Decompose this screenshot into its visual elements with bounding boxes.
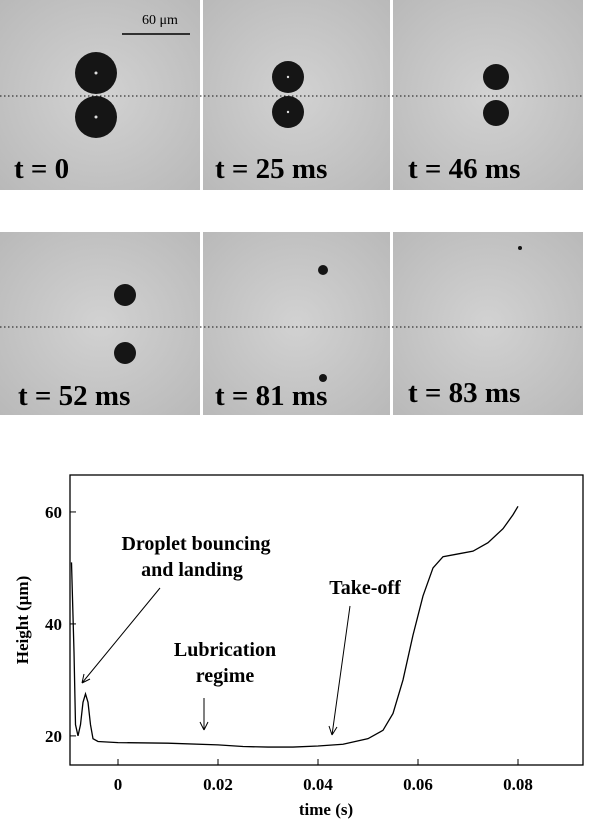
arrows [81,587,351,736]
panel [203,232,390,415]
annotation: Take-off [329,577,401,599]
annotation: Lubrication [174,639,276,661]
y-tick-label: 40 [45,615,62,634]
x-tick-label: 0.02 [203,775,233,794]
panel [393,0,583,190]
panel-label: t = 83 ms [408,377,520,409]
panel [393,232,583,415]
annotation: Droplet bouncing [121,533,270,555]
panel-label: t = 81 ms [215,380,327,412]
droplets [75,52,522,382]
panel [0,0,200,190]
x-tick-label: 0.08 [503,775,533,794]
panel-label: t = 52 ms [18,380,130,412]
x-tick-label: 0 [114,775,123,794]
data-line [70,506,519,748]
panel-label: t = 0 [14,153,69,185]
x-tick-label: 0.04 [303,775,333,794]
chart: time (s) Height (μm) Droplet bouncing an… [13,474,584,819]
plot-frame [69,474,584,766]
y-tick-label: 20 [45,727,62,746]
annotation: and landing [141,559,243,581]
x-axis-label: time (s) [299,800,353,819]
panels: 60 μm t = 0 t = 25 ms t = 46 ms t = 52 m… [0,0,583,415]
y-axis-label: Height (μm) [13,576,32,664]
scale-label: 60 μm [142,13,178,28]
y-tick-label: 60 [45,503,62,522]
panel-label: t = 25 ms [215,153,327,185]
panel-label: t = 46 ms [408,153,520,185]
x-tick-label: 0.06 [403,775,433,794]
annotation: regime [196,665,255,687]
panel [0,232,200,415]
panel [203,0,390,190]
